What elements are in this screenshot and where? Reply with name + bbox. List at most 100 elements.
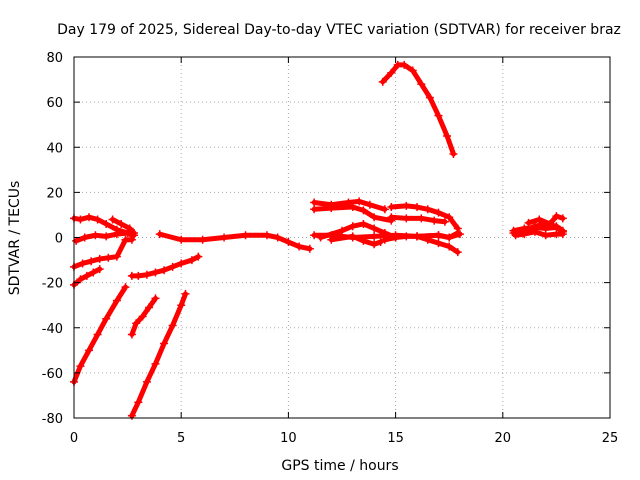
- y-tick-label: 40: [46, 141, 63, 156]
- data-point: [545, 219, 554, 228]
- data-point: [82, 271, 91, 280]
- series-arc-24: [524, 212, 567, 228]
- data-point: [453, 224, 462, 233]
- tick-layer: 0 5 10 15 20 25 -80 -60 -40 -20 0 20 40 60 80: [42, 51, 619, 446]
- data-point: [168, 321, 177, 330]
- data-point: [327, 204, 336, 213]
- data-point: [89, 268, 98, 277]
- data-point: [359, 219, 368, 228]
- data-point: [434, 239, 443, 248]
- series-arc-15: [327, 232, 385, 249]
- data-point: [177, 301, 186, 310]
- data-point: [104, 253, 113, 262]
- data-point: [121, 283, 130, 292]
- data-point: [310, 205, 319, 214]
- data-point: [273, 233, 282, 242]
- data-point: [552, 212, 561, 221]
- y-tick-label: 20: [46, 186, 63, 201]
- data-point: [125, 224, 134, 233]
- data-point: [134, 398, 143, 407]
- series-arc-6: [70, 283, 130, 386]
- data-point: [434, 208, 443, 217]
- data-point: [434, 231, 443, 240]
- series-arc-10: [155, 230, 314, 253]
- data-point: [370, 213, 379, 222]
- y-tick-label: -60: [42, 367, 63, 382]
- data-point: [530, 227, 539, 236]
- data-point: [430, 216, 439, 225]
- data-point: [402, 201, 411, 210]
- data-point: [511, 231, 520, 240]
- data-point: [408, 66, 417, 75]
- data-point: [151, 294, 160, 303]
- data-point: [402, 232, 411, 241]
- data-point: [305, 244, 314, 253]
- data-point: [387, 68, 396, 77]
- data-point: [310, 231, 319, 240]
- y-tick-label: 0: [55, 232, 63, 247]
- data-point: [93, 330, 102, 339]
- data-point: [91, 231, 100, 240]
- data-point: [102, 314, 111, 323]
- data-point: [142, 270, 151, 279]
- y-tick-label: -40: [42, 322, 63, 337]
- data-point: [558, 214, 567, 223]
- data-point: [387, 213, 396, 222]
- data-point: [220, 233, 229, 242]
- data-point: [76, 215, 85, 224]
- data-point: [370, 232, 379, 241]
- series-arc-2: [72, 228, 139, 245]
- y-tick-label: 80: [46, 51, 63, 66]
- data-point: [112, 230, 121, 239]
- data-point: [453, 248, 462, 257]
- data-point: [187, 256, 196, 265]
- x-axis-label: GPS time / hours: [281, 458, 398, 474]
- data-point: [423, 205, 432, 214]
- data-point: [177, 259, 186, 268]
- series-arc-11: [310, 197, 389, 214]
- data-point: [380, 205, 389, 214]
- x-tick-label: 20: [495, 431, 512, 446]
- data-point: [365, 200, 374, 209]
- data-point: [160, 266, 169, 275]
- data-point: [520, 230, 529, 239]
- data-layer: [70, 60, 567, 420]
- data-point: [316, 233, 325, 242]
- data-point: [443, 131, 452, 140]
- chart-title: Day 179 of 2025, Sidereal Day-to-day VTE…: [57, 22, 621, 38]
- data-point: [112, 296, 121, 305]
- data-point: [338, 226, 346, 235]
- series-arc-17: [387, 201, 462, 233]
- data-point: [370, 240, 379, 249]
- data-point: [181, 289, 190, 298]
- y-tick-label: 60: [46, 96, 63, 111]
- data-point: [355, 197, 364, 206]
- series-trace: [526, 213, 566, 227]
- data-point: [151, 268, 160, 277]
- data-point: [552, 223, 561, 232]
- data-point: [376, 238, 385, 247]
- data-point: [413, 203, 422, 212]
- series-arc-20: [378, 60, 458, 159]
- series-trace: [129, 291, 188, 419]
- data-point: [138, 312, 147, 321]
- series-arc-3: [108, 215, 139, 237]
- data-point: [380, 228, 389, 237]
- series-arc-18: [387, 213, 449, 226]
- data-point: [400, 60, 409, 69]
- data-point: [76, 362, 85, 371]
- series-arc-9: [127, 289, 190, 420]
- data-point: [348, 203, 357, 212]
- data-point: [541, 231, 550, 240]
- data-point: [359, 236, 368, 245]
- y-tick-label: -80: [42, 412, 63, 427]
- data-point: [142, 377, 151, 386]
- data-point: [434, 111, 443, 120]
- data-point: [558, 230, 567, 239]
- data-point: [541, 224, 550, 233]
- series-trace: [380, 62, 456, 157]
- data-point: [93, 215, 102, 224]
- data-point: [310, 198, 319, 207]
- data-point: [423, 235, 432, 244]
